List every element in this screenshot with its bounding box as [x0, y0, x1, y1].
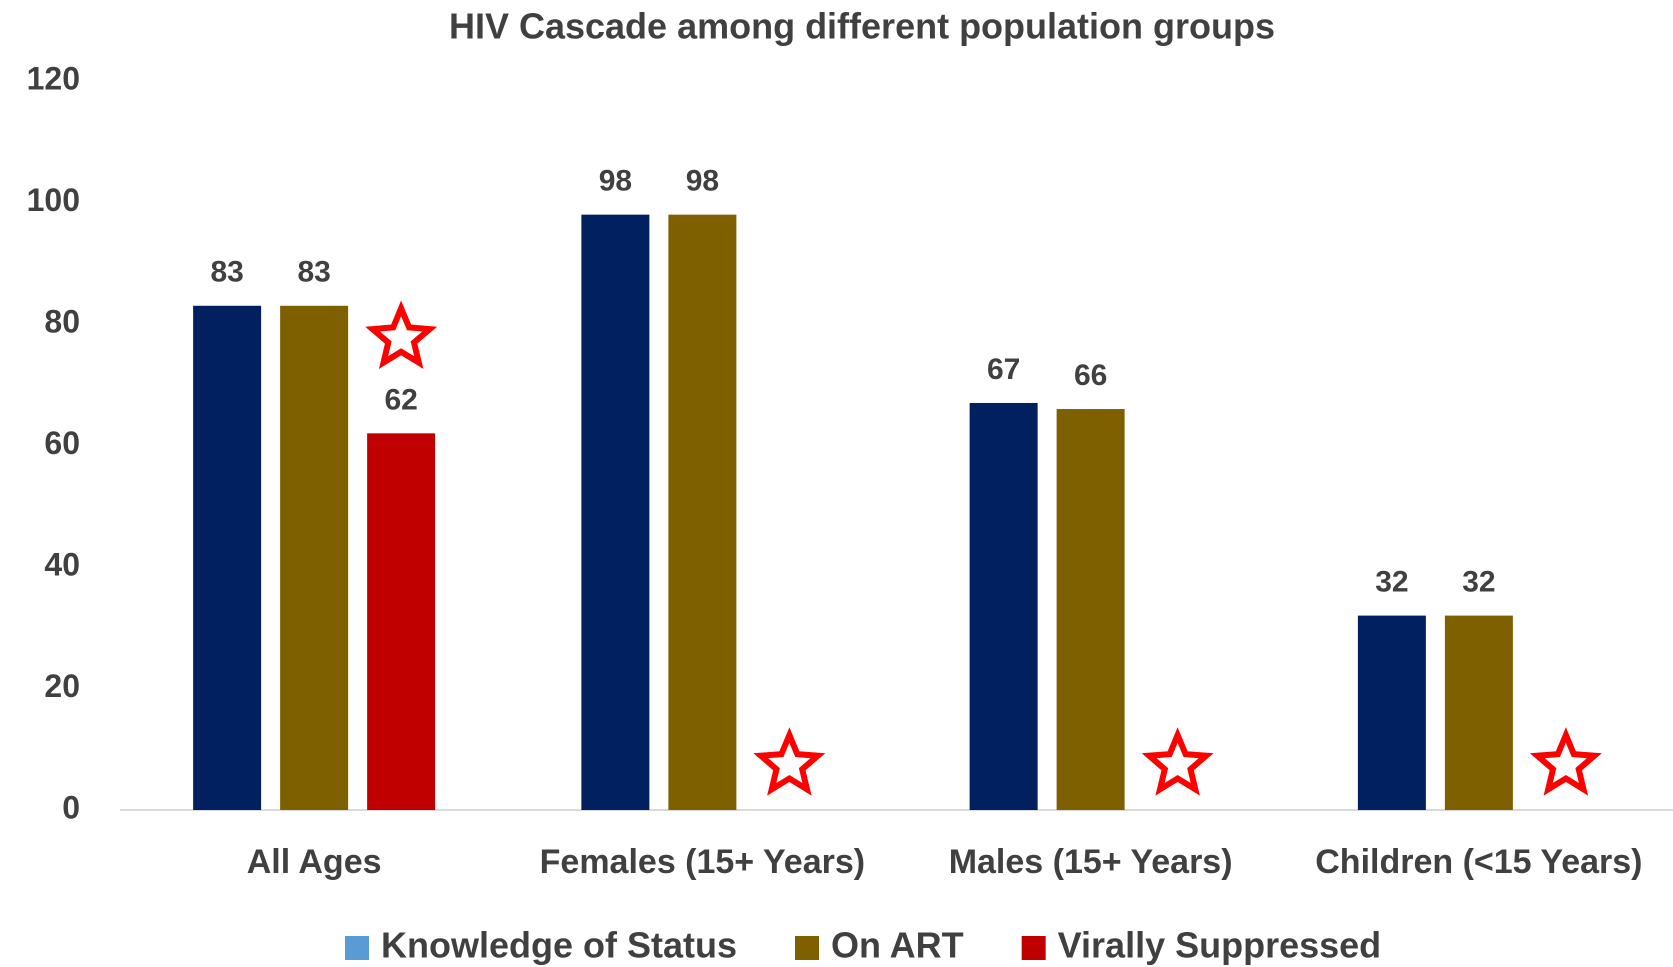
bar — [1444, 615, 1513, 810]
x-tick-label: Females (15+ Years) — [540, 843, 865, 881]
data-label: 98 — [599, 165, 632, 198]
data-label: 32 — [1462, 566, 1495, 599]
bar — [193, 305, 262, 810]
y-tick-label: 60 — [44, 425, 80, 461]
star-marker — [365, 300, 438, 369]
star-marker — [1141, 727, 1214, 796]
data-label: 32 — [1375, 566, 1408, 599]
x-tick-label: Children (<15 Years) — [1315, 843, 1642, 881]
y-tick-label: 0 — [62, 789, 80, 825]
y-tick-label: 120 — [27, 60, 80, 96]
legend-swatch — [345, 936, 369, 960]
x-tick-label: Males (15+ Years) — [949, 843, 1233, 881]
data-label: 67 — [987, 353, 1020, 386]
legend-label: Knowledge of Status — [381, 925, 737, 966]
data-label: 66 — [1074, 359, 1107, 392]
data-label: 83 — [297, 256, 330, 289]
legend: Knowledge of Status On ART Virally Suppres… — [345, 925, 1381, 966]
bar — [969, 402, 1038, 810]
legend-label: Virally Suppressed — [1058, 925, 1382, 966]
bar — [668, 214, 737, 810]
y-tick-label: 20 — [44, 668, 80, 704]
data-label: 83 — [210, 256, 243, 289]
star-marker — [753, 727, 826, 796]
x-tick-label: All Ages — [247, 843, 382, 881]
star-marker — [1529, 727, 1602, 796]
bar — [367, 433, 436, 810]
bar — [1056, 409, 1125, 810]
legend-swatch — [1021, 936, 1046, 960]
y-tick-label: 100 — [27, 182, 80, 218]
bar — [280, 305, 349, 810]
bar — [1357, 615, 1426, 810]
data-label: 62 — [384, 383, 417, 416]
chart-title: HIV Cascade among different population g… — [449, 6, 1275, 47]
legend-swatch — [795, 936, 820, 960]
data-label: 98 — [686, 165, 719, 198]
legend-label: On ART — [831, 925, 964, 966]
bar — [581, 214, 650, 810]
y-tick-label: 80 — [44, 303, 80, 339]
y-tick-label: 40 — [44, 546, 80, 582]
